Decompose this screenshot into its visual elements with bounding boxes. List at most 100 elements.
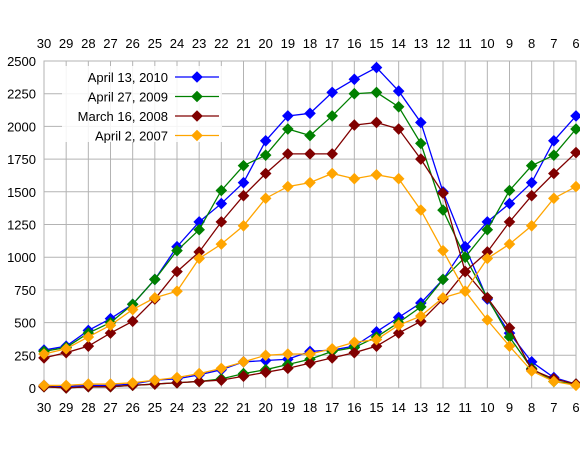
- data-point: [392, 85, 405, 97]
- data-point: [193, 223, 205, 236]
- y-tick-label: 250: [14, 348, 36, 363]
- data-point: [548, 134, 560, 147]
- x-tick-label-bottom: 6: [572, 400, 579, 415]
- legend-label: April 27, 2009: [88, 90, 168, 105]
- x-tick-label-bottom: 27: [103, 400, 117, 415]
- data-point: [282, 123, 294, 135]
- data-point: [259, 192, 272, 205]
- data-point: [304, 357, 316, 369]
- data-point: [304, 129, 316, 142]
- data-point: [348, 346, 361, 359]
- x-tick-label-bottom: 29: [59, 400, 73, 415]
- x-tick-label-bottom: 12: [436, 400, 450, 415]
- x-tick-label-bottom: 11: [458, 400, 472, 415]
- data-point: [503, 331, 516, 343]
- legend-label: April 2, 2007: [95, 129, 168, 144]
- data-point: [237, 220, 250, 232]
- data-point: [193, 367, 205, 380]
- data-point: [193, 375, 205, 388]
- x-tick-label-bottom: 17: [325, 400, 339, 415]
- data-point: [193, 252, 205, 265]
- series-lines: [38, 61, 580, 394]
- data-point: [104, 327, 117, 339]
- x-tick-label-top: 18: [303, 36, 317, 51]
- data-point: [215, 197, 228, 210]
- x-tick-label-top: 22: [214, 36, 228, 51]
- data-point: [481, 252, 494, 265]
- data-point: [525, 220, 538, 232]
- y-tick-label: 2000: [7, 119, 36, 134]
- data-point: [237, 159, 250, 172]
- data-point: [548, 375, 560, 388]
- data-point: [503, 184, 516, 197]
- data-point: [570, 379, 580, 392]
- data-point: [570, 123, 580, 135]
- data-point: [326, 352, 338, 364]
- x-tick-label-top: 19: [281, 36, 295, 51]
- data-point: [437, 187, 449, 199]
- data-point: [481, 223, 494, 236]
- x-tick-label-bottom: 7: [550, 400, 557, 415]
- data-point: [82, 378, 95, 390]
- data-point: [570, 146, 580, 159]
- data-point: [503, 340, 516, 352]
- data-point: [259, 149, 272, 161]
- data-point: [126, 315, 139, 328]
- data-point: [415, 310, 427, 322]
- data-point: [348, 87, 361, 100]
- axes: 30 30 29 29 28 28 27 27 26 26 25 25 24 24 23 23 22 22 21 21…: [7, 36, 580, 415]
- data-point: [215, 216, 228, 228]
- y-tick-label: 500: [14, 316, 36, 331]
- y-tick-label: 750: [14, 283, 36, 298]
- data-point: [304, 348, 316, 360]
- x-tick-label-top: 29: [59, 36, 73, 51]
- x-tick-label-top: 13: [414, 36, 428, 51]
- y-tick-label: 2500: [7, 54, 36, 69]
- data-point: [525, 176, 538, 189]
- data-point: [215, 184, 228, 197]
- legend: April 13, 2010 April 27, 2009 March 16, 20…: [62, 66, 222, 144]
- data-point: [348, 73, 361, 86]
- data-point: [548, 167, 560, 180]
- y-tick-label: 2250: [7, 87, 36, 102]
- data-point: [459, 240, 471, 253]
- x-tick-label-bottom: 22: [214, 400, 228, 415]
- data-point: [503, 216, 516, 228]
- data-point: [370, 340, 383, 352]
- x-tick-label-top: 12: [436, 36, 450, 51]
- data-point: [525, 356, 538, 368]
- data-point: [370, 116, 383, 129]
- x-tick-label-top: 28: [81, 36, 95, 51]
- data-point: [259, 366, 272, 379]
- legend-marker: [191, 129, 203, 142]
- data-point: [459, 265, 471, 278]
- x-tick-label-top: 10: [480, 36, 494, 51]
- data-point: [237, 356, 250, 368]
- legend-label: April 13, 2010: [88, 70, 168, 85]
- data-point: [82, 340, 95, 352]
- data-point: [415, 153, 427, 165]
- data-point: [370, 86, 383, 99]
- x-tick-label-top: 11: [458, 36, 472, 51]
- data-point: [370, 333, 383, 346]
- legend-marker: [191, 110, 203, 122]
- x-tick-label-top: 20: [258, 36, 272, 51]
- data-point: [481, 246, 494, 258]
- data-point: [237, 176, 250, 189]
- data-point: [370, 61, 383, 74]
- data-point: [215, 238, 228, 250]
- data-point: [548, 192, 560, 205]
- data-point: [392, 100, 405, 113]
- data-point: [326, 342, 338, 355]
- x-tick-label-top: 15: [369, 36, 383, 51]
- x-tick-label-bottom: 8: [528, 400, 535, 415]
- y-tick-label: 1500: [7, 185, 36, 200]
- x-tick-label-bottom: 19: [281, 400, 295, 415]
- data-point: [348, 172, 361, 185]
- x-tick-label-top: 27: [103, 36, 117, 51]
- x-tick-label-bottom: 16: [347, 400, 361, 415]
- legend-label: March 16, 2008: [78, 109, 168, 124]
- data-point: [459, 285, 471, 298]
- data-point: [282, 348, 294, 360]
- x-tick-label-bottom: 20: [258, 400, 272, 415]
